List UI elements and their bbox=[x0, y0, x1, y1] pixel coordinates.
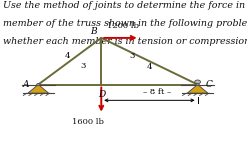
Text: member of the truss shown in the following problems. State: member of the truss shown in the followi… bbox=[3, 19, 247, 28]
Text: D: D bbox=[98, 90, 105, 98]
Text: 4: 4 bbox=[64, 52, 70, 60]
Text: 1200 lb: 1200 lb bbox=[107, 22, 139, 30]
Text: 3: 3 bbox=[80, 62, 85, 70]
Circle shape bbox=[196, 83, 199, 86]
Text: whether each member is in tension or compression.: whether each member is in tension or com… bbox=[3, 37, 247, 46]
Text: 3: 3 bbox=[129, 52, 135, 60]
Circle shape bbox=[37, 83, 40, 86]
Text: C: C bbox=[205, 80, 212, 89]
Polygon shape bbox=[187, 85, 208, 93]
Polygon shape bbox=[28, 85, 49, 93]
Text: A: A bbox=[23, 80, 29, 89]
Text: 1600 lb: 1600 lb bbox=[72, 118, 104, 126]
Text: Use the method of joints to determine the force in each: Use the method of joints to determine th… bbox=[3, 1, 247, 10]
Text: B: B bbox=[91, 27, 97, 36]
Text: – 8 ft –: – 8 ft – bbox=[143, 88, 171, 96]
Text: 4: 4 bbox=[147, 64, 152, 71]
Circle shape bbox=[195, 80, 201, 84]
